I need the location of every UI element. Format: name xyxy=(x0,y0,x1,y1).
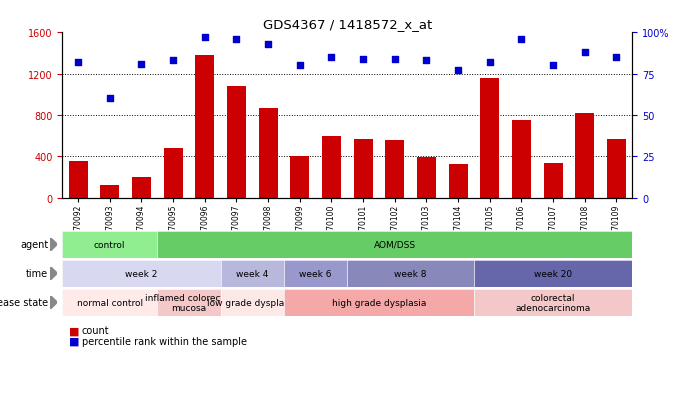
Text: week 20: week 20 xyxy=(534,269,572,278)
Bar xyxy=(544,163,562,198)
Text: ■: ■ xyxy=(69,336,79,346)
Polygon shape xyxy=(50,238,57,252)
Text: count: count xyxy=(82,325,109,335)
Text: AOM/DSS: AOM/DSS xyxy=(374,240,416,249)
Text: low grade dysplasia: low grade dysplasia xyxy=(207,298,297,307)
Bar xyxy=(448,164,468,198)
Bar xyxy=(258,109,278,198)
Bar xyxy=(575,114,594,198)
Bar xyxy=(512,121,531,198)
Point xyxy=(484,59,495,66)
Point xyxy=(389,56,400,63)
Point xyxy=(421,58,432,64)
Text: week 4: week 4 xyxy=(236,269,268,278)
Point xyxy=(167,58,178,64)
Text: inflamed colorectal
mucosa: inflamed colorectal mucosa xyxy=(145,293,232,312)
Bar xyxy=(195,56,214,198)
Bar xyxy=(386,140,404,198)
Bar xyxy=(132,178,151,198)
Text: week 6: week 6 xyxy=(299,269,332,278)
Text: time: time xyxy=(26,268,48,279)
Bar xyxy=(322,136,341,198)
Text: control: control xyxy=(94,240,126,249)
Point xyxy=(611,55,622,61)
Text: week 8: week 8 xyxy=(395,269,427,278)
Text: percentile rank within the sample: percentile rank within the sample xyxy=(82,336,247,346)
Text: agent: agent xyxy=(20,240,48,250)
Bar xyxy=(417,158,436,198)
Bar xyxy=(68,162,88,198)
Point xyxy=(579,50,590,56)
Point xyxy=(326,55,337,61)
Text: disease state: disease state xyxy=(0,297,48,308)
Bar xyxy=(227,87,246,198)
Point xyxy=(104,96,115,102)
Point xyxy=(231,36,242,43)
Point xyxy=(453,68,464,74)
Text: week 2: week 2 xyxy=(125,269,158,278)
Text: normal control: normal control xyxy=(77,298,143,307)
Point xyxy=(136,61,147,68)
Point xyxy=(263,41,274,48)
Text: high grade dysplasia: high grade dysplasia xyxy=(332,298,426,307)
Point xyxy=(547,63,558,69)
Text: colorectal
adenocarcinoma: colorectal adenocarcinoma xyxy=(515,293,591,312)
Polygon shape xyxy=(50,267,57,280)
Point xyxy=(516,36,527,43)
Point xyxy=(357,56,368,63)
Polygon shape xyxy=(50,296,57,309)
Point xyxy=(199,35,210,41)
Point xyxy=(73,59,84,66)
Text: ■: ■ xyxy=(69,325,79,335)
Bar xyxy=(290,157,310,198)
Bar xyxy=(354,140,372,198)
Title: GDS4367 / 1418572_x_at: GDS4367 / 1418572_x_at xyxy=(263,17,432,31)
Bar xyxy=(480,78,499,198)
Bar xyxy=(607,140,626,198)
Point xyxy=(294,63,305,69)
Bar xyxy=(164,149,182,198)
Bar xyxy=(100,186,119,198)
